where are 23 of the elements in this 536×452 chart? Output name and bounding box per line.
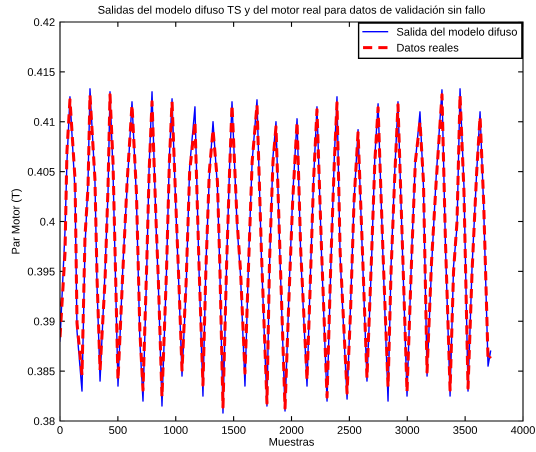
y-tick-label: 0.405 <box>28 168 55 176</box>
x-tick-label: 1500 <box>222 426 246 434</box>
x-tick-label: 500 <box>109 426 127 434</box>
y-tick-label: 0.41 <box>34 118 55 126</box>
legend-label: Salida del modelo difuso <box>396 28 517 36</box>
y-tick-label: 0.42 <box>34 18 55 26</box>
y-tick-label: 0.39 <box>34 318 55 326</box>
x-tick-label: 4000 <box>510 426 535 434</box>
y-tick-label: 0.415 <box>28 68 55 76</box>
x-tick-label: 0 <box>57 426 63 434</box>
x-axis-title: Muestras <box>270 438 314 446</box>
y-tick-label: 0.4 <box>40 218 55 226</box>
x-tick-label: 3000 <box>395 426 420 434</box>
y-tick-label: 0.395 <box>28 268 55 276</box>
legend-label: Datos reales <box>397 43 458 52</box>
x-tick-label: 2500 <box>338 426 362 434</box>
y-axis-title: Par Motor (T) <box>11 189 22 254</box>
x-tick-label: 2000 <box>280 426 304 434</box>
y-tick-label: 0.385 <box>28 367 55 376</box>
y-tick-label: 0.38 <box>34 417 55 426</box>
chart-title: Salidas del modelo difuso TS y del motor real para datos de validación sin fallo <box>98 5 485 16</box>
x-tick-label: 1000 <box>164 426 188 434</box>
x-tick-label: 3500 <box>453 426 478 434</box>
